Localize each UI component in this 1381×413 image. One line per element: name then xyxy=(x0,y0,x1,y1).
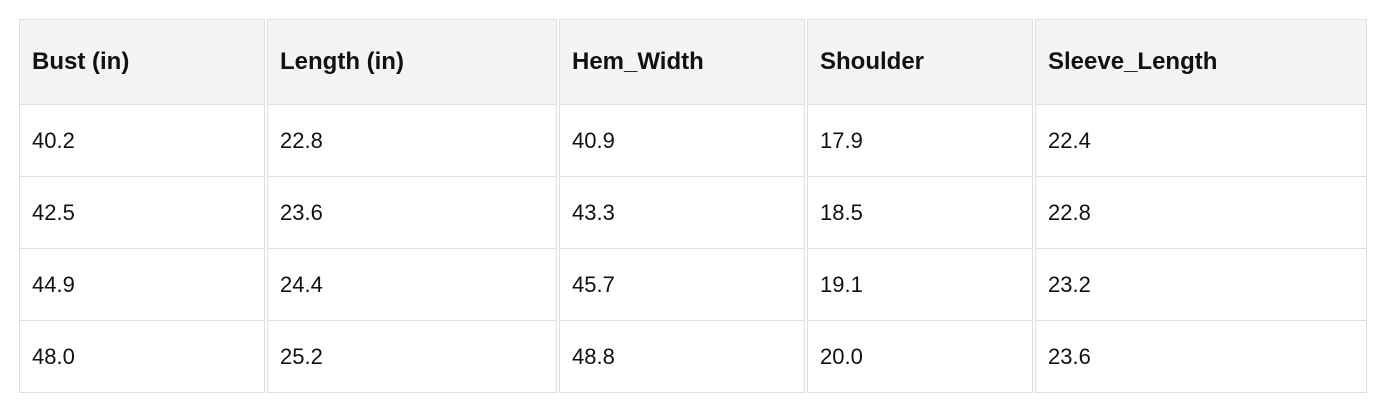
table-cell: 17.9 xyxy=(807,104,1033,176)
column-header: Bust (in) xyxy=(19,19,265,104)
table-cell: 40.9 xyxy=(559,104,805,176)
table-cell: 23.6 xyxy=(267,176,557,248)
table-cell: 45.7 xyxy=(559,248,805,320)
table-cell: 23.2 xyxy=(1035,248,1367,320)
table-cell: 23.6 xyxy=(1035,320,1367,393)
table-cell: 19.1 xyxy=(807,248,1033,320)
table-row: 44.9 24.4 45.7 19.1 23.2 xyxy=(19,248,1367,320)
table-cell: 24.4 xyxy=(267,248,557,320)
table-cell: 42.5 xyxy=(19,176,265,248)
table-row: 42.5 23.6 43.3 18.5 22.8 xyxy=(19,176,1367,248)
table-cell: 44.9 xyxy=(19,248,265,320)
header-row: Bust (in) Length (in) Hem_Width Shoulder… xyxy=(19,19,1367,104)
table-cell: 43.3 xyxy=(559,176,805,248)
table-row: 40.2 22.8 40.9 17.9 22.4 xyxy=(19,104,1367,176)
table-cell: 40.2 xyxy=(19,104,265,176)
table-cell: 48.8 xyxy=(559,320,805,393)
table-cell: 18.5 xyxy=(807,176,1033,248)
table-cell: 22.8 xyxy=(267,104,557,176)
table-cell: 25.2 xyxy=(267,320,557,393)
table-cell: 20.0 xyxy=(807,320,1033,393)
measurements-table: Bust (in) Length (in) Hem_Width Shoulder… xyxy=(17,19,1369,393)
table-row: 48.0 25.2 48.8 20.0 23.6 xyxy=(19,320,1367,393)
table-cell: 22.4 xyxy=(1035,104,1367,176)
table-cell: 48.0 xyxy=(19,320,265,393)
column-header: Length (in) xyxy=(267,19,557,104)
column-header: Hem_Width xyxy=(559,19,805,104)
column-header: Sleeve_Length xyxy=(1035,19,1367,104)
table-cell: 22.8 xyxy=(1035,176,1367,248)
column-header: Shoulder xyxy=(807,19,1033,104)
